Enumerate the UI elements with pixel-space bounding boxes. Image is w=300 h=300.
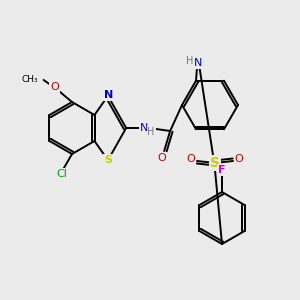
Text: O: O: [187, 154, 195, 164]
Text: O: O: [235, 154, 243, 164]
Text: Cl: Cl: [57, 169, 68, 179]
Text: CH₃: CH₃: [22, 76, 39, 85]
Text: H: H: [148, 127, 155, 137]
Text: F: F: [218, 165, 226, 175]
Text: H: H: [186, 56, 194, 66]
Text: N: N: [140, 123, 148, 133]
Text: N: N: [104, 90, 114, 100]
Text: N: N: [194, 58, 202, 68]
Text: S: S: [104, 155, 112, 165]
Text: S: S: [210, 156, 220, 170]
Text: O: O: [50, 82, 59, 92]
Text: O: O: [158, 153, 167, 163]
